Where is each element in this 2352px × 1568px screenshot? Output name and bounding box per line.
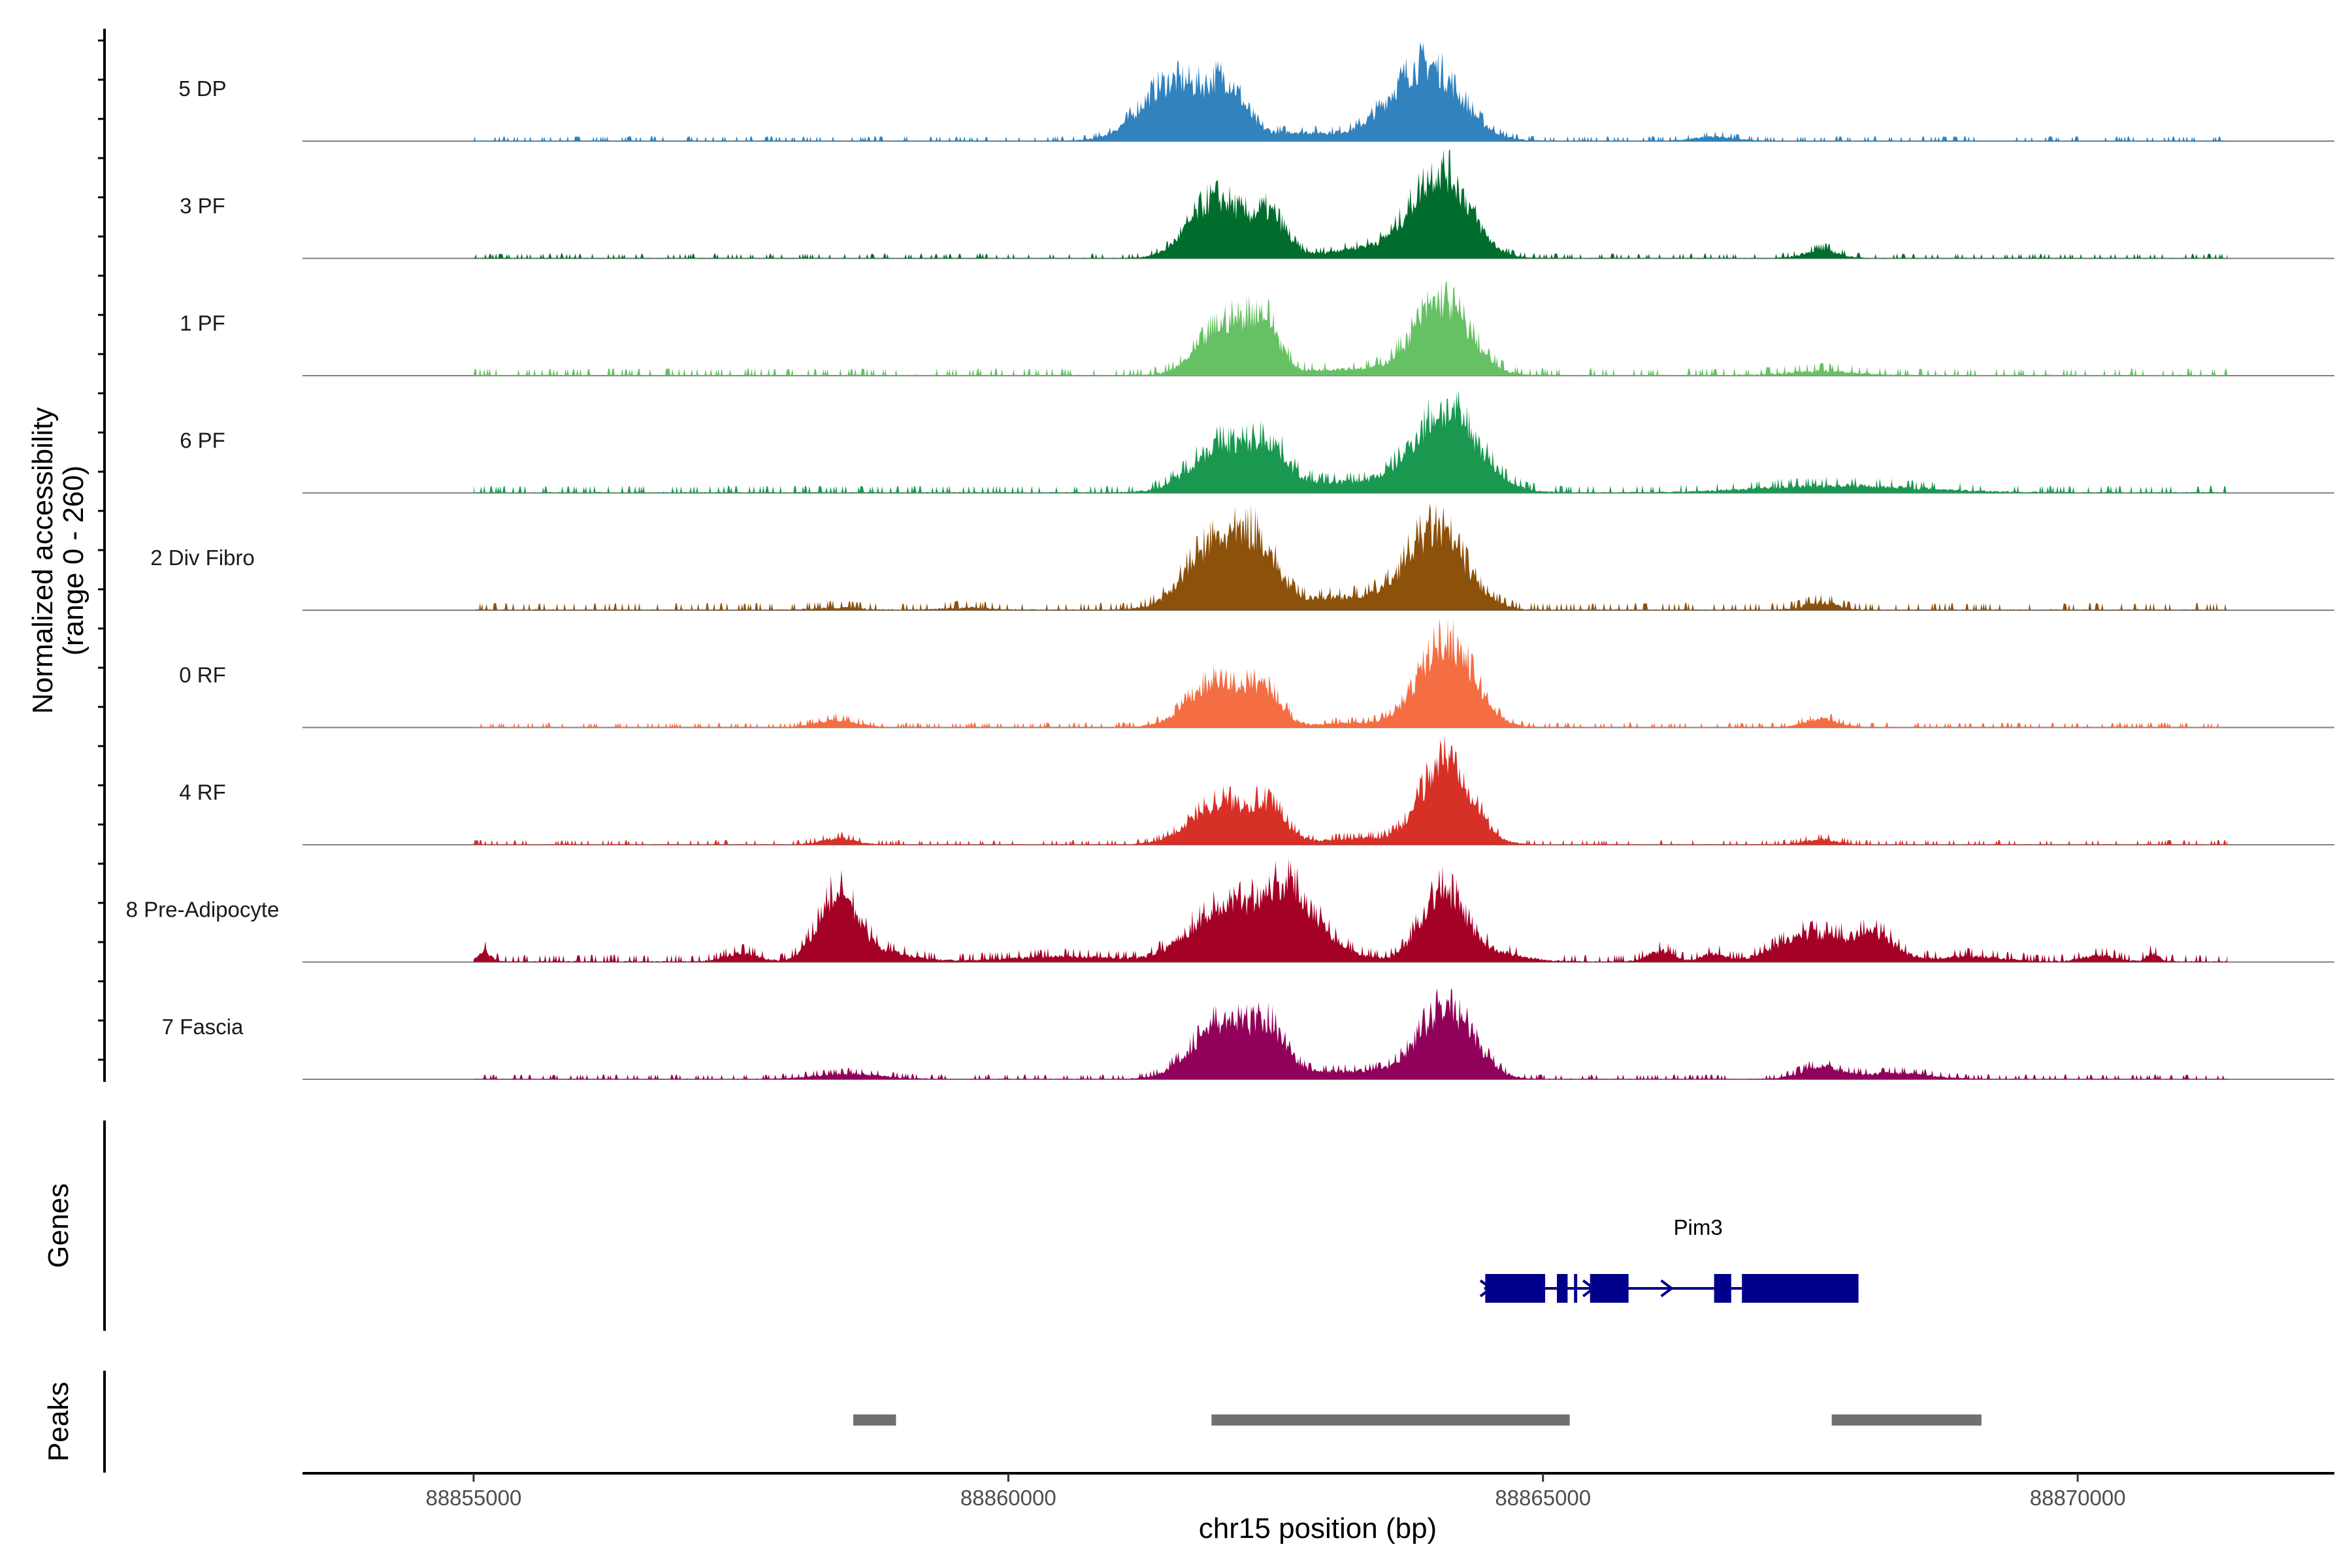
strand-arrow [1660, 1279, 1674, 1298]
track-label: 7 Fascia [162, 1015, 244, 1039]
gene-track: Pim3 [1479, 1215, 1859, 1303]
x-tick-label: 88860000 [960, 1486, 1056, 1510]
coverage-axis-ticks [98, 39, 105, 1061]
coverage-ylabel-line2: (range 0 - 260) [57, 465, 90, 655]
strand-arrow [1582, 1279, 1596, 1298]
peak-track [853, 1414, 1982, 1426]
track-0-rf: 0 RF [179, 618, 2334, 728]
gene-name-label: Pim3 [1673, 1215, 1722, 1239]
track-1-pf: 1 PF [180, 281, 2334, 376]
track-label: 1 PF [180, 311, 225, 335]
track-label: 4 RF [179, 780, 226, 804]
track-label: 2 Div Fibro [150, 546, 255, 570]
genes-axis-title: Genes [42, 1183, 74, 1268]
coverage-ylabel-line1: Normalized accessibility [27, 407, 59, 713]
coverage-tracks: 5 DP 3 PF 1 PF 6 PF 2 Div Fibro 0 RF 4 RF 8 Pre… [126, 42, 2334, 1080]
strand-arrow [1479, 1279, 1494, 1298]
gene-exon [1485, 1274, 1546, 1303]
gene-exon [1590, 1274, 1629, 1303]
gene-exon [1742, 1274, 1859, 1303]
coverage-area-6-pf [473, 389, 2228, 493]
gene-exon [1574, 1274, 1578, 1303]
peaks-axis-title: Peaks [42, 1382, 74, 1462]
track-6-pf: 6 PF [180, 389, 2334, 494]
peak-region [1831, 1414, 1982, 1426]
track-8-pre-adipocyte: 8 Pre-Adipocyte [126, 858, 2334, 963]
track-label: 5 DP [178, 76, 226, 101]
x-axis-title: chr15 position (bp) [1199, 1512, 1437, 1544]
gene-exon [1714, 1274, 1731, 1303]
track-4-rf: 4 RF [179, 735, 2334, 845]
coverage-area-8-pre-adipocyte [473, 858, 2228, 962]
track-2-div-fibro: 2 Div Fibro [150, 503, 2334, 611]
x-tick-label: 88855000 [425, 1486, 521, 1510]
track-label: 0 RF [179, 663, 226, 687]
x-tick-label: 88865000 [1495, 1486, 1591, 1510]
peak-region [853, 1414, 896, 1426]
track-7-fascia: 7 Fascia [162, 988, 2334, 1080]
track-label: 8 Pre-Adipocyte [126, 898, 280, 922]
track-5-dp: 5 DP [178, 42, 2334, 142]
x-tick-label: 88870000 [2030, 1486, 2126, 1510]
x-axis-ticks: 88855000 88860000 88865000 88870000 [425, 1473, 2126, 1510]
peak-region [1211, 1414, 1570, 1426]
track-label: 3 PF [180, 194, 225, 218]
gene-exon [1557, 1274, 1568, 1303]
track-3-pf: 3 PF [180, 148, 2334, 259]
track-label: 6 PF [180, 429, 225, 453]
